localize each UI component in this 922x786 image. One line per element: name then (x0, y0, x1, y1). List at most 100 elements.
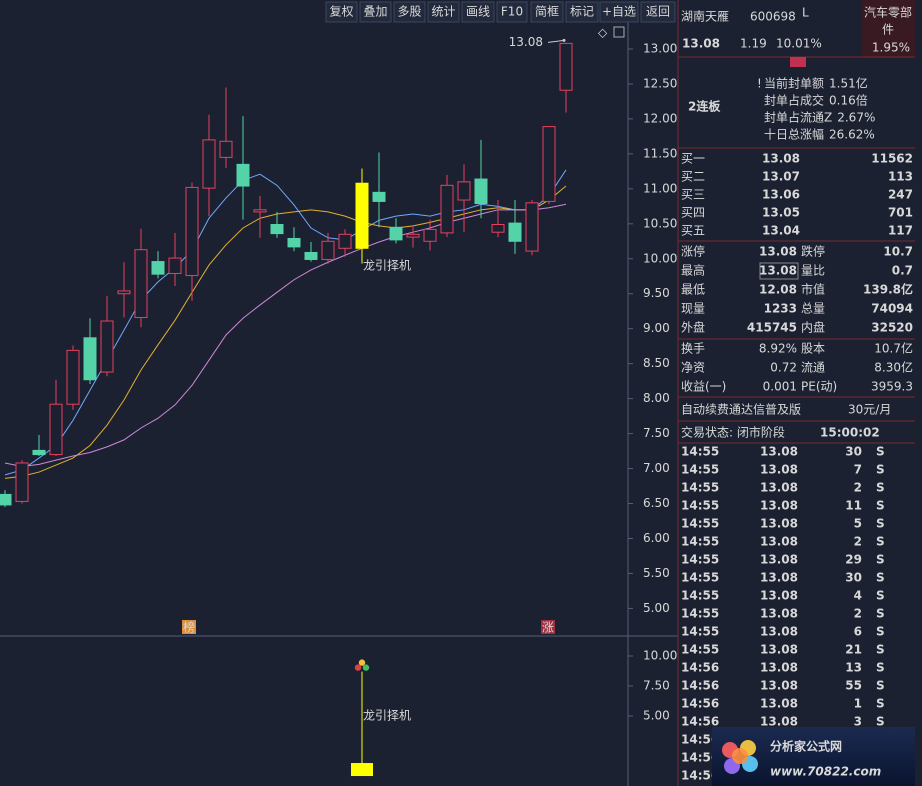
marker-box (541, 620, 555, 634)
toolbar-button[interactable] (359, 1, 392, 23)
stat-value: 32520 (871, 321, 913, 335)
tick-side: S (876, 535, 885, 549)
tick-volume: 2 (854, 535, 862, 549)
candle-body (508, 222, 522, 242)
y-tick-label: 7.00 (643, 461, 670, 475)
y-tick-label: 10.00 (643, 648, 677, 662)
tick-side: S (876, 589, 885, 603)
ad-text[interactable]: 自动续费通达信普及版 (681, 403, 801, 417)
y-tick-label: 5.00 (643, 709, 670, 723)
candle-body (168, 257, 182, 274)
toolbar-label[interactable]: 多股 (397, 5, 421, 19)
toolbar-label[interactable]: 画线 (466, 5, 490, 19)
icon[interactable] (613, 26, 625, 38)
finance-label: 股本 (801, 342, 825, 356)
signal-icon (362, 664, 370, 671)
tick-volume: 2 (854, 607, 862, 621)
tick-time: 14:55 (681, 445, 719, 459)
y-tick-label: 6.50 (643, 496, 670, 510)
candle-body (66, 349, 80, 405)
streak: 2连板 (688, 99, 721, 114)
candle-body (202, 139, 216, 189)
high-box (759, 262, 799, 280)
toolbar-button[interactable] (565, 1, 599, 23)
tick-price: 13.08 (760, 481, 798, 495)
toolbar-button[interactable] (427, 1, 460, 23)
toolbar-label[interactable]: 简框 (535, 5, 559, 19)
seal-value: 0.16倍 (829, 93, 868, 108)
tick-volume: 30 (845, 445, 862, 459)
stat-value: 12.08 (759, 283, 797, 297)
tick-time: 14:55 (681, 517, 719, 531)
toolbar-label[interactable]: 统计 (431, 5, 455, 19)
candle-body (525, 202, 539, 252)
tick-time: 14:55 (681, 481, 719, 495)
candle-body (542, 126, 556, 202)
toolbar-label[interactable]: 叠加 (363, 5, 387, 19)
sector-name: 汽车零部 (864, 5, 912, 20)
candle-body (49, 403, 63, 456)
status-label: 交易状态: 闭市阶段 (681, 425, 785, 440)
sector-box (862, 0, 915, 57)
toolbar-label[interactable]: F10 (501, 5, 523, 19)
watermark-title: 分析家公式网 (770, 739, 842, 754)
tick-volume: 11 (845, 499, 862, 513)
toolbar-label[interactable]: 标记 (570, 5, 594, 19)
candle-body (355, 182, 369, 249)
stat-value: 139.8亿 (863, 282, 913, 297)
tick-volume: 55 (845, 679, 862, 693)
tick-price: 13.08 (760, 517, 798, 531)
bid-price: 13.05 (762, 206, 800, 220)
candle-body (338, 233, 352, 249)
tick-price: 13.08 (760, 715, 798, 729)
tick-time: 14:56 (681, 715, 719, 729)
toolbar-button[interactable] (496, 1, 528, 23)
toolbar-button[interactable] (325, 1, 358, 23)
tick-time: 14:55 (681, 625, 719, 639)
tick-side: S (876, 625, 885, 639)
finance-value: 8.30亿 (874, 360, 913, 375)
toolbar-label[interactable]: +自选 (602, 5, 636, 19)
bid-volume: 117 (888, 224, 913, 238)
stat-value: 13.08 (759, 245, 797, 259)
icon[interactable]: ◇ (598, 26, 608, 40)
signal-icon (354, 664, 362, 671)
indicator-label: 龙引择机 (363, 709, 411, 723)
y-tick-label: 13.00 (643, 41, 677, 55)
candle-body (253, 209, 267, 213)
toolbar-button[interactable] (599, 1, 639, 23)
stat-label: 内盘 (801, 320, 825, 335)
toolbar-label[interactable]: 复权 (329, 5, 353, 19)
tick-time: 14:56 (681, 661, 719, 675)
tick-time: 14:55 (681, 571, 719, 585)
finance-label: PE(动) (801, 380, 837, 394)
tick-volume: 3 (854, 715, 862, 729)
stat-label: 最低 (681, 283, 705, 297)
tick-side: S (876, 445, 885, 459)
seal-label: 封单占流通Z (764, 110, 832, 125)
tick-side: S (876, 661, 885, 675)
moving-average (4, 169, 567, 476)
candle-body (270, 224, 284, 235)
toolbar-button[interactable] (640, 1, 676, 23)
bid-label: 买三 (681, 188, 705, 202)
y-tick-label: 11.50 (643, 146, 677, 160)
bid-price: 13.07 (762, 170, 800, 184)
stat-label: 量比 (801, 264, 825, 278)
status-time: 15:00:02 (820, 426, 880, 440)
seal-value: 26.62% (829, 128, 875, 142)
candle-body (15, 462, 29, 502)
toolbar-button[interactable] (530, 1, 564, 23)
toolbar-button[interactable] (393, 1, 426, 23)
candle-body (423, 228, 437, 242)
stat-value: 74094 (871, 302, 913, 316)
sector-name: 件 (882, 23, 894, 37)
finance-label: 收益(一) (681, 380, 726, 394)
candle-body (321, 240, 335, 260)
toolbar-button[interactable] (461, 1, 495, 23)
collapse-button[interactable] (790, 57, 806, 67)
tick-price: 13.08 (760, 661, 798, 675)
toolbar-label[interactable]: 返回 (646, 5, 670, 19)
